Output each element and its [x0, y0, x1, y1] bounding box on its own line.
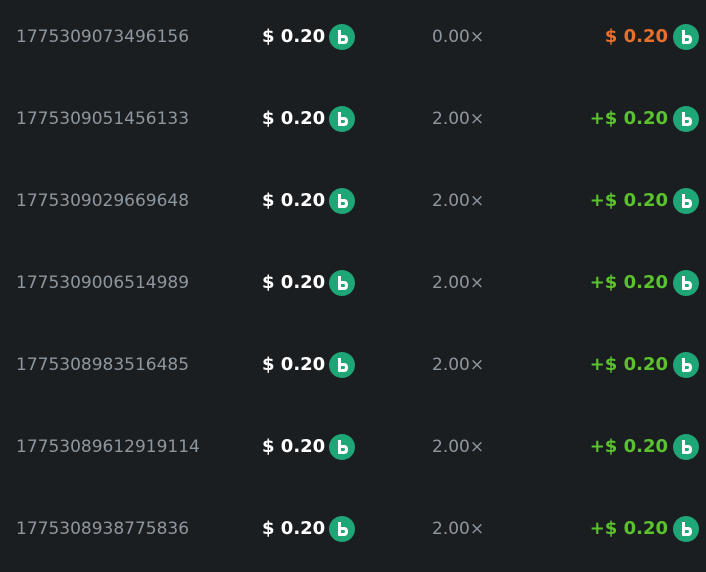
coin-icon: [329, 352, 355, 378]
bet-row: 1775308983516485 $ 0.20 2.00× +$ 0.20: [0, 345, 706, 385]
bet-amount: $ 0.20: [262, 272, 326, 293]
coin-icon: [673, 270, 699, 296]
bet-row: 1775309029669648 $ 0.20 2.00× +$ 0.20: [0, 181, 706, 221]
coin-icon: [329, 270, 355, 296]
multiplier: 2.00×: [432, 519, 485, 539]
bet-row: 17753089612919114 $ 0.20 2.00× +$ 0.20: [0, 427, 706, 467]
bet-row: 1775309006514989 $ 0.20 2.00× +$ 0.20: [0, 263, 706, 303]
payout: +$ 0.20: [589, 436, 668, 457]
bet-amount: $ 0.20: [262, 436, 326, 457]
multiplier: 0.00×: [432, 27, 485, 47]
bet-amount: $ 0.20: [262, 354, 326, 375]
multiplier: 2.00×: [432, 109, 485, 129]
multiplier: 2.00×: [432, 355, 485, 375]
coin-icon: [329, 106, 355, 132]
bet-row: 1775309073496156 $ 0.20 0.00× $ 0.20: [0, 17, 706, 57]
bet-amount: $ 0.20: [262, 518, 326, 539]
multiplier: 2.00×: [432, 437, 485, 457]
bet-id: 1775309051456133: [16, 109, 190, 129]
coin-icon: [673, 352, 699, 378]
coin-icon: [673, 24, 699, 50]
bet-id: 1775308983516485: [16, 355, 190, 375]
bet-id: 1775308938775836: [16, 519, 190, 539]
coin-icon: [329, 188, 355, 214]
coin-icon: [329, 516, 355, 542]
bet-id: 1775309073496156: [16, 27, 190, 47]
coin-icon: [329, 24, 355, 50]
payout: +$ 0.20: [589, 354, 668, 375]
multiplier: 2.00×: [432, 191, 485, 211]
bet-id: 1775309029669648: [16, 191, 190, 211]
bet-row: 1775308938775836 $ 0.20 2.00× +$ 0.20: [0, 509, 706, 549]
payout: $ 0.20: [604, 26, 668, 47]
coin-icon: [673, 188, 699, 214]
payout: +$ 0.20: [589, 272, 668, 293]
coin-icon: [673, 516, 699, 542]
bet-id: 1775309006514989: [16, 273, 190, 293]
coin-icon: [329, 434, 355, 460]
bet-amount: $ 0.20: [262, 190, 326, 211]
bet-row: 1775309051456133 $ 0.20 2.00× +$ 0.20: [0, 99, 706, 139]
multiplier: 2.00×: [432, 273, 485, 293]
payout: +$ 0.20: [589, 108, 668, 129]
coin-icon: [673, 434, 699, 460]
payout: +$ 0.20: [589, 518, 668, 539]
bet-amount: $ 0.20: [262, 26, 326, 47]
bet-id: 17753089612919114: [16, 437, 200, 457]
bet-amount: $ 0.20: [262, 108, 326, 129]
coin-icon: [673, 106, 699, 132]
payout: +$ 0.20: [589, 190, 668, 211]
